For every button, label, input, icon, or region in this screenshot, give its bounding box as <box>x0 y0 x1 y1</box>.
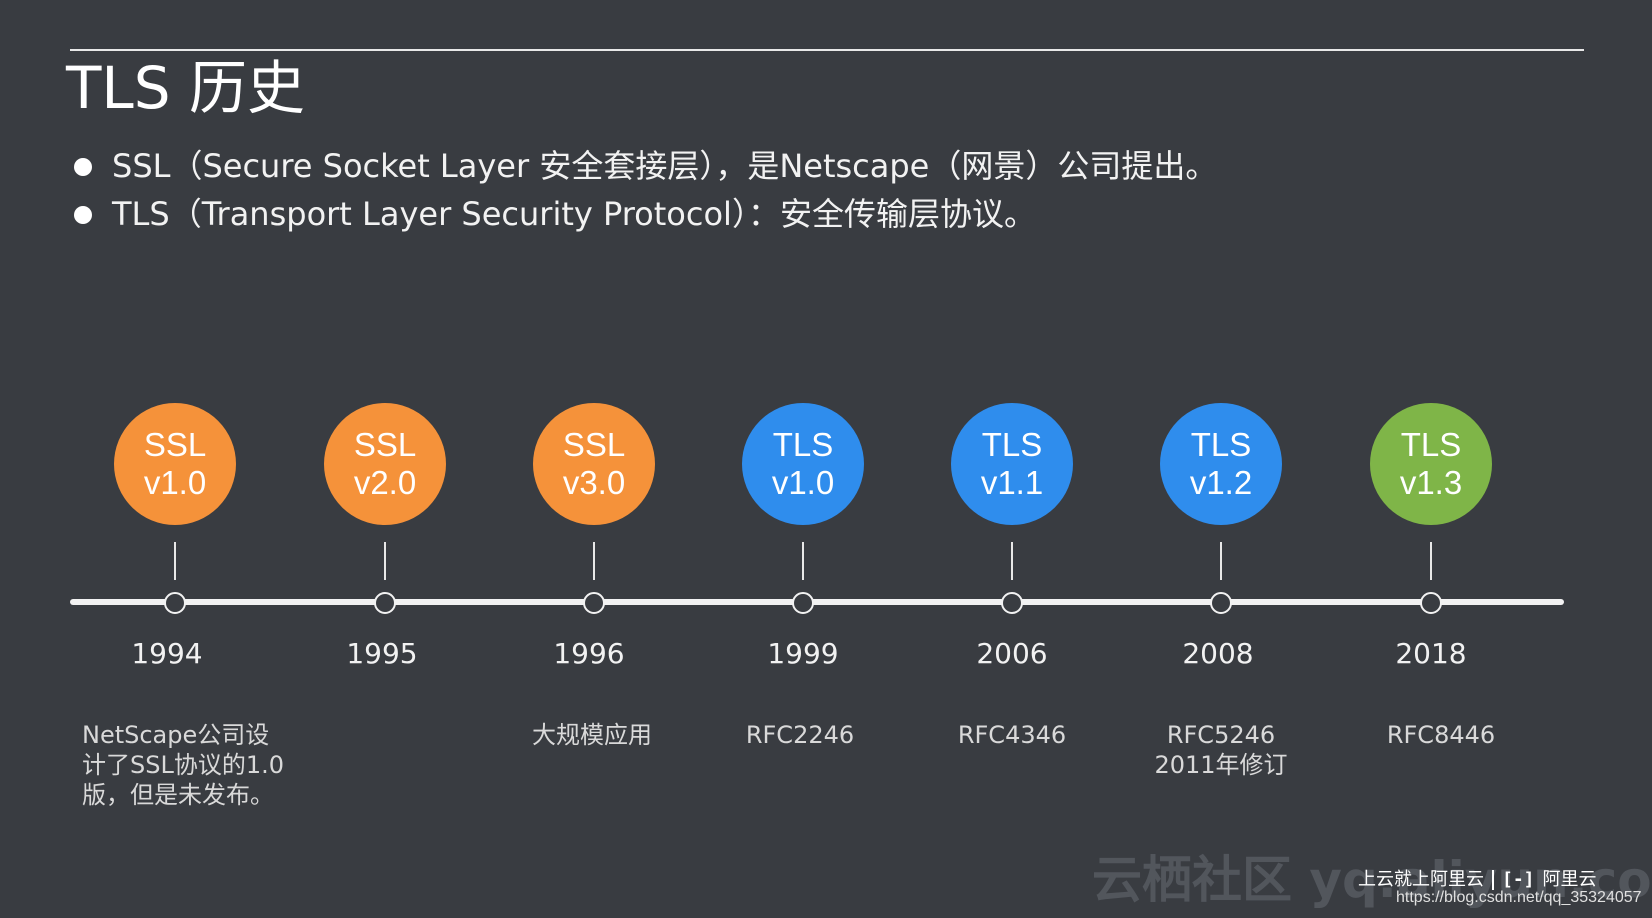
timeline-node <box>1001 592 1023 614</box>
milestone-stem <box>1220 542 1222 580</box>
badge-version: v3.0 <box>562 464 626 501</box>
badge-version: v1.3 <box>1399 464 1463 501</box>
bullet-item: SSL（Secure Socket Layer 安全套接层），是Netscape… <box>72 142 1217 190</box>
brand-name: 阿里云 <box>1542 869 1597 890</box>
brand-slogan: 上云就上阿里云 <box>1358 869 1484 890</box>
bullet-dot-icon <box>74 158 92 176</box>
badge-version: v1.0 <box>771 464 835 501</box>
timeline-node <box>792 592 814 614</box>
milestone-note: RFC2246 <box>745 721 855 749</box>
brand-divider <box>1492 870 1494 890</box>
badge-protocol: SSL <box>562 426 626 463</box>
timeline-node <box>164 592 186 614</box>
site-watermark: 云栖社区 yq.aliyun.com <box>1092 851 1652 909</box>
milestone-year: 2008 <box>1182 637 1254 670</box>
badge-version: v1.2 <box>1189 464 1253 501</box>
milestone-stem <box>1430 542 1432 580</box>
version-badge: SSL v1.0 <box>114 403 236 525</box>
milestone-stem <box>593 542 595 580</box>
bullet-item: TLS（Transport Layer Security Protocol）：安… <box>72 190 1217 238</box>
version-badge: TLS v1.1 <box>951 403 1073 525</box>
badge-version: v1.0 <box>143 464 207 501</box>
bullet-text: SSL（Secure Socket Layer 安全套接层），是Netscape… <box>112 147 1218 185</box>
bullet-list: SSL（Secure Socket Layer 安全套接层），是Netscape… <box>72 142 1217 238</box>
milestone-stem <box>802 542 804 580</box>
milestone-stem <box>174 542 176 580</box>
milestone-year: 1994 <box>131 637 203 670</box>
badge-protocol: SSL <box>353 426 417 463</box>
milestone-stem <box>1011 542 1013 580</box>
milestone-note: RFC5246 2011年修订 <box>1154 721 1288 779</box>
badge-protocol: TLS <box>1190 426 1252 463</box>
page-title: TLS 历史 <box>66 54 305 122</box>
badge-version: v2.0 <box>353 464 417 501</box>
version-badge: TLS v1.0 <box>742 403 864 525</box>
version-badge: SSL v3.0 <box>533 403 655 525</box>
milestone-note: 大规模应用 <box>532 721 652 749</box>
source-url: https://blog.csdn.net/qq_35324057 <box>1396 889 1642 906</box>
timeline-node <box>583 592 605 614</box>
bullet-dot-icon <box>74 206 92 224</box>
milestone-year: 2006 <box>976 637 1048 670</box>
milestone-year: 1996 <box>553 637 625 670</box>
timeline-node <box>1210 592 1232 614</box>
milestone-note: NetScape公司设 计了SSL协议的1.0 版，但是未发布。 <box>82 721 285 809</box>
badge-protocol: TLS <box>772 426 834 463</box>
footer-brand: 上云就上阿里云 [-] 阿里云 <box>1358 868 1597 892</box>
bullet-text: TLS（Transport Layer Security Protocol）：安… <box>112 195 1036 233</box>
timeline-axis <box>70 599 1564 605</box>
badge-version: v1.1 <box>980 464 1044 501</box>
title-rule <box>70 49 1584 51</box>
milestone-year: 1999 <box>767 637 839 670</box>
milestone-year: 2018 <box>1395 637 1467 670</box>
version-badge: TLS v1.3 <box>1370 403 1492 525</box>
milestone-note: RFC8446 <box>1386 721 1496 749</box>
version-badge: TLS v1.2 <box>1160 403 1282 525</box>
milestone-note: RFC4346 <box>957 721 1067 749</box>
badge-protocol: SSL <box>143 426 207 463</box>
badge-protocol: TLS <box>1400 426 1462 463</box>
timeline-node <box>374 592 396 614</box>
milestone-year: 1995 <box>346 637 418 670</box>
aliyun-logo-icon: [-] <box>1502 869 1535 890</box>
milestone-stem <box>384 542 386 580</box>
version-badge: SSL v2.0 <box>324 403 446 525</box>
timeline-node <box>1420 592 1442 614</box>
badge-protocol: TLS <box>981 426 1043 463</box>
